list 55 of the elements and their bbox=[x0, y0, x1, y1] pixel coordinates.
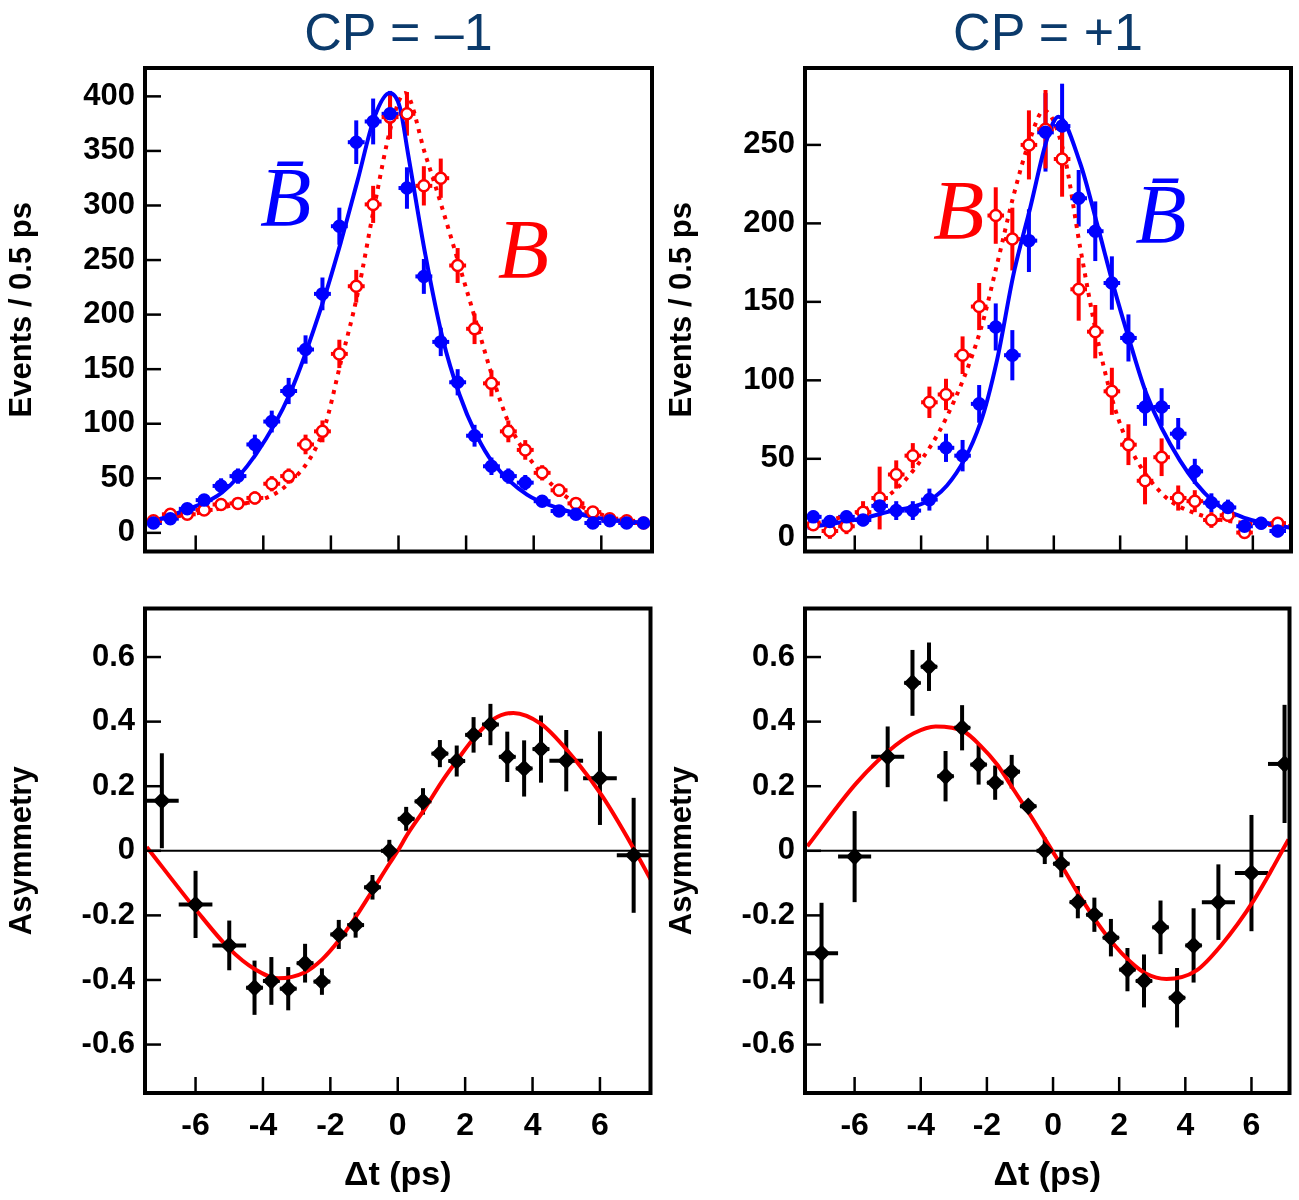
y-tick-label: 200 bbox=[743, 203, 795, 239]
x-tick-label: -4 bbox=[248, 1106, 278, 1143]
series-label: B bbox=[933, 164, 985, 258]
x-tick-label: 6 bbox=[591, 1106, 609, 1143]
x-tick-label: 4 bbox=[523, 1106, 542, 1143]
series-label: B bbox=[497, 202, 549, 296]
y-axis-title: Events / 0.5 ps bbox=[663, 202, 699, 418]
y-tick-label: 0 bbox=[117, 831, 135, 867]
x-tick-label: -2 bbox=[316, 1106, 345, 1143]
series-label: B̄ bbox=[260, 151, 312, 245]
y-tick-label: 250 bbox=[743, 125, 795, 161]
y-axis-title: Asymmetry bbox=[3, 765, 39, 936]
y-tick-label: 0 bbox=[117, 513, 135, 549]
y-tick-label: 50 bbox=[760, 439, 795, 475]
chart-title: CP = +1 bbox=[953, 3, 1143, 62]
y-tick-label: 0.6 bbox=[91, 637, 135, 673]
y-tick-label: 250 bbox=[83, 240, 135, 276]
x-tick-label: 6 bbox=[1242, 1106, 1261, 1143]
y-tick-label: 100 bbox=[83, 404, 135, 440]
y-tick-label: 400 bbox=[83, 76, 135, 112]
x-tick-label: -2 bbox=[972, 1106, 1002, 1143]
y-tick-label: 300 bbox=[83, 186, 135, 222]
y-tick-label: 50 bbox=[100, 458, 135, 494]
y-tick-label: 200 bbox=[83, 295, 135, 331]
x-tick-label: -6 bbox=[181, 1106, 210, 1143]
x-tick-label: 2 bbox=[1110, 1106, 1129, 1143]
x-tick-label: 4 bbox=[1176, 1106, 1195, 1143]
y-tick-label: 150 bbox=[83, 349, 135, 385]
y-tick-label: -0.6 bbox=[741, 1025, 795, 1061]
y-tick-label: -0.4 bbox=[741, 960, 796, 996]
y-tick-label: 0 bbox=[777, 517, 795, 553]
y-tick-label: 0.2 bbox=[91, 766, 135, 802]
y-tick-label: -0.6 bbox=[81, 1025, 135, 1061]
y-tick-label: -0.2 bbox=[81, 895, 135, 931]
y-axis-title: Events / 0.5 ps bbox=[3, 202, 39, 418]
y-tick-label: -0.4 bbox=[81, 960, 136, 996]
series-label: B̄ bbox=[1135, 168, 1187, 262]
y-tick-label: 0.4 bbox=[91, 702, 136, 738]
y-tick-label: 0.4 bbox=[751, 702, 796, 738]
x-tick-label: -4 bbox=[906, 1106, 936, 1143]
x-tick-label: 2 bbox=[456, 1106, 475, 1143]
x-tick-label: -6 bbox=[840, 1106, 869, 1143]
y-tick-label: -0.2 bbox=[741, 895, 795, 931]
x-tick-label: 0 bbox=[388, 1106, 407, 1143]
chart-title: CP = –1 bbox=[304, 3, 493, 62]
x-axis-title: Δt (ps) bbox=[343, 1153, 452, 1192]
y-tick-label: 0 bbox=[777, 831, 795, 867]
y-tick-label: 150 bbox=[743, 282, 795, 318]
x-tick-label: 0 bbox=[1044, 1106, 1062, 1143]
y-tick-label: 0.6 bbox=[751, 637, 795, 673]
y-tick-label: 0.2 bbox=[751, 766, 795, 802]
y-tick-label: 350 bbox=[83, 131, 135, 167]
x-axis-title: Δt (ps) bbox=[993, 1153, 1102, 1192]
y-tick-label: 100 bbox=[743, 360, 795, 396]
y-axis-title: Asymmetry bbox=[663, 765, 699, 936]
